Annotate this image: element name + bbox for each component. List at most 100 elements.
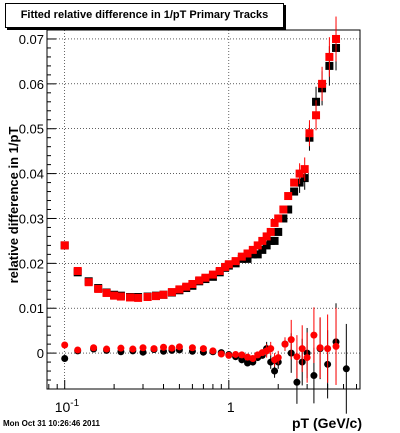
x-tick-label: 1 [227,399,235,415]
y-tick-label: 0.02 [19,256,44,271]
data-point-circle [217,350,225,358]
data-point-square [253,250,262,259]
data-point-circle [287,336,295,344]
data-point-square [152,292,161,301]
data-point-square [284,205,293,214]
y-tick-label: 0.05 [19,122,44,137]
data-point-circle [209,347,217,355]
data-point-square [258,245,267,254]
data-point-circle [310,331,318,339]
data-point-square [195,276,204,285]
data-point-circle [244,359,252,367]
chart-title: Fitted relative difference in 1/pT Prima… [20,9,269,21]
data-point-square [284,192,293,201]
data-point-square [116,292,125,301]
data-point-circle [298,345,306,353]
data-point-square [325,52,334,61]
data-point-square [237,252,246,261]
timestamp-footer: Mon Oct 31 10:26:46 2011 [3,419,100,428]
data-point-circle [61,354,69,362]
data-point-square [248,245,257,254]
data-point-circle [310,372,318,380]
data-point-circle [316,344,324,352]
data-point-square [274,227,283,236]
data-point-square [126,293,135,302]
data-point-circle [303,354,311,362]
y-tick-label: 0.06 [19,77,44,92]
data-point-square [167,288,176,297]
data-point-square [305,129,314,138]
data-point-square [182,282,191,291]
data-point-circle [238,351,246,359]
y-tick-label: 0.04 [19,167,44,182]
data-point-square [231,257,240,266]
data-point-circle [139,344,147,352]
data-point-square [266,227,275,236]
data-point-circle [281,340,289,348]
data-point-circle [150,345,158,353]
data-point-circle [117,344,125,352]
data-point-circle [274,354,282,362]
data-point-circle [232,350,240,358]
data-point-square [102,288,111,297]
data-point-circle [225,351,233,359]
data-point-circle [168,344,176,352]
data-point-square [60,241,69,250]
data-point-circle [90,344,98,352]
data-point-square [270,236,279,245]
data-point-circle [188,344,196,352]
data-point-square [201,273,210,282]
data-point-circle [342,365,350,373]
y-tick-label: 0.07 [19,32,44,47]
data-point-square [73,266,82,275]
title-box: Fitted relative difference in 1/pT Prima… [5,3,284,28]
data-point-square [258,236,267,245]
data-point-circle [199,345,207,353]
x-axis-label: pT (GeV/c) [292,415,362,431]
y-tick-label: 0 [37,346,44,361]
data-point-square [274,214,283,223]
data-point-square [279,205,288,214]
data-point-square [243,254,252,263]
data-point-square [159,290,168,299]
data-point-circle [238,356,246,364]
data-point-circle [293,353,301,361]
data-point-square [300,165,309,174]
data-point-square [270,218,279,227]
y-axis-label: relative difference in 1/pT [6,127,21,284]
data-point-square [332,34,341,43]
data-marks [60,16,350,414]
data-point-square [208,270,217,279]
data-point-square [279,214,288,223]
data-point-square [290,187,299,196]
data-point-square [188,279,197,288]
axes: 0 0.01 0.02 0.03 0.04 0.05 0.06 0.07 10-1 1 [19,29,358,415]
data-point-square [248,250,257,259]
data-point-circle [271,367,279,375]
data-point-circle [249,354,257,362]
data-point-circle [324,345,332,353]
data-point-square [253,241,262,250]
data-point-circle [160,343,168,351]
data-point-square [318,79,327,88]
data-point-square [312,111,321,120]
x-tick-label: 10-1 [55,398,80,415]
data-point-square [224,260,233,269]
data-point-square [243,249,252,258]
data-point-square [134,293,143,302]
data-point-square [94,284,103,293]
data-point-square [262,241,271,250]
data-point-square [295,169,304,178]
data-point-circle [61,341,69,349]
data-point-square [143,293,152,302]
data-point-circle [103,345,111,353]
data-point-circle [175,343,183,351]
data-point-circle [244,353,252,361]
data-point-circle [267,345,275,353]
data-point-circle [332,342,340,350]
y-tick-label: 0.03 [19,211,44,226]
data-point-square [215,266,224,275]
data-point-circle [74,346,82,354]
data-point-circle [129,345,137,353]
